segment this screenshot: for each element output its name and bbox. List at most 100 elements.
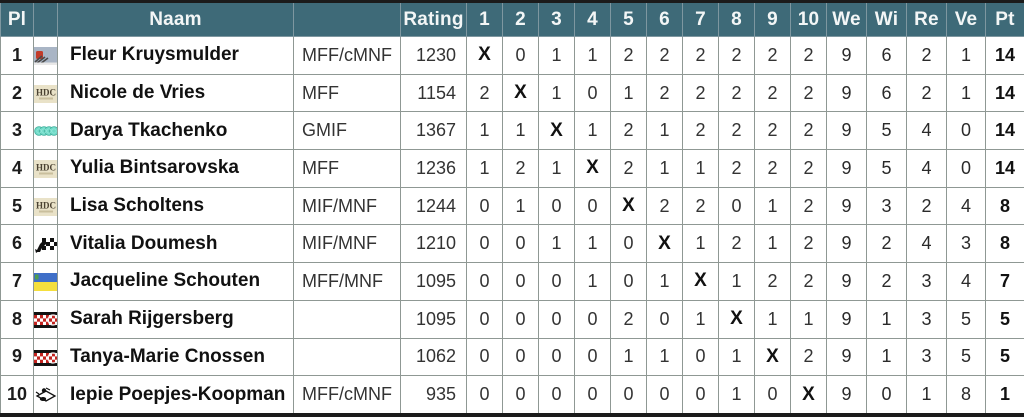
- round-4-result-cell: 0: [575, 376, 611, 415]
- wins-cell: 3: [867, 187, 907, 225]
- round-3-result-cell: 0: [539, 187, 575, 225]
- round-3-result-cell: 0: [539, 263, 575, 301]
- points-cell: 14: [986, 37, 1024, 75]
- round-7-result-cell: 2: [683, 187, 719, 225]
- round-9-result-cell: 0: [755, 376, 791, 415]
- round-6-result-cell: 1: [647, 338, 683, 376]
- draws-cell: 4: [907, 112, 947, 150]
- draws-cell: 2: [907, 37, 947, 75]
- round-6-result-cell: 1: [647, 263, 683, 301]
- round-9-result-cell: 1: [755, 225, 791, 263]
- round-7-result-cell: 1: [683, 225, 719, 263]
- games-played-cell: 9: [827, 376, 867, 415]
- knight-checker-club-logo-icon: [34, 236, 58, 254]
- player-title: MIF/MNF: [294, 187, 401, 225]
- header-wins: Wi: [867, 2, 907, 37]
- club-icon-cell: [34, 263, 58, 301]
- player-title: [294, 338, 401, 376]
- round-5-result-cell: X: [611, 187, 647, 225]
- round-6-result-cell: 0: [647, 300, 683, 338]
- round-9-result-cell: 2: [755, 263, 791, 301]
- losses-cell: 0: [947, 150, 986, 188]
- club-icon-cell: HDC: [34, 74, 58, 112]
- rating-cell: 1210: [401, 225, 467, 263]
- round-10-result-cell: 2: [791, 187, 827, 225]
- round-4-result-cell: 1: [575, 112, 611, 150]
- place-cell: 10: [1, 376, 34, 415]
- round-9-result-cell: 2: [755, 150, 791, 188]
- place-cell: 9: [1, 338, 34, 376]
- club-icon-cell: HDC: [34, 150, 58, 188]
- round-2-result-cell: 0: [503, 376, 539, 415]
- svg-text:HDC: HDC: [36, 163, 56, 173]
- games-played-cell: 9: [827, 74, 867, 112]
- table-header: Pl Naam Rating 1 2 3 4 5 6 7 8 9 10 We W…: [1, 2, 1024, 37]
- rating-cell: 1062: [401, 338, 467, 376]
- points-cell: 14: [986, 74, 1024, 112]
- games-played-cell: 9: [827, 225, 867, 263]
- round-1-result-cell: 1: [467, 150, 503, 188]
- round-2-result-cell: 0: [503, 225, 539, 263]
- svg-text:HDC: HDC: [36, 200, 56, 210]
- round-5-result-cell: 2: [611, 112, 647, 150]
- losses-cell: 1: [947, 74, 986, 112]
- round-3-result-cell: 1: [539, 225, 575, 263]
- round-3-result-cell: 1: [539, 74, 575, 112]
- round-10-result-cell: 2: [791, 112, 827, 150]
- round-1-result-cell: 2: [467, 74, 503, 112]
- round-8-result-cell: 2: [719, 150, 755, 188]
- round-1-result-cell: 0: [467, 300, 503, 338]
- round-5-result-cell: 0: [611, 376, 647, 415]
- round-8-result-cell: 0: [719, 187, 755, 225]
- round-5-result-cell: 1: [611, 74, 647, 112]
- round-1-result-cell: 0: [467, 338, 503, 376]
- header-round-9: 9: [755, 2, 791, 37]
- round-4-result-cell: 1: [575, 37, 611, 75]
- round-9-result-cell: 1: [755, 300, 791, 338]
- player-name: Darya Tkachenko: [58, 112, 294, 150]
- place-cell: 4: [1, 150, 34, 188]
- games-played-cell: 9: [827, 112, 867, 150]
- round-1-result-cell: 0: [467, 225, 503, 263]
- player-name: Vitalia Doumesh: [58, 225, 294, 263]
- round-5-result-cell: 2: [611, 37, 647, 75]
- header-round-5: 5: [611, 2, 647, 37]
- round-8-result-cell: 2: [719, 74, 755, 112]
- round-10-result-cell: 1: [791, 300, 827, 338]
- round-5-result-cell: 2: [611, 300, 647, 338]
- header-games-played: We: [827, 2, 867, 37]
- club-icon-cell: [34, 225, 58, 263]
- round-10-result-cell: X: [791, 376, 827, 415]
- points-cell: 8: [986, 225, 1024, 263]
- player-name: Yulia Bintsarovska: [58, 150, 294, 188]
- header-round-1: 1: [467, 2, 503, 37]
- rating-cell: 1095: [401, 300, 467, 338]
- hdc-club-logo-icon: HDC: [34, 160, 58, 178]
- draws-cell: 4: [907, 225, 947, 263]
- round-4-result-cell: 0: [575, 74, 611, 112]
- round-7-result-cell: X: [683, 263, 719, 301]
- round-9-result-cell: X: [755, 338, 791, 376]
- player-title: MFF: [294, 74, 401, 112]
- round-4-result-cell: 0: [575, 300, 611, 338]
- losses-cell: 8: [947, 376, 986, 415]
- round-3-result-cell: 0: [539, 300, 575, 338]
- points-cell: 1: [986, 376, 1024, 415]
- round-5-result-cell: 0: [611, 225, 647, 263]
- round-4-result-cell: 0: [575, 338, 611, 376]
- header-round-8: 8: [719, 2, 755, 37]
- round-8-result-cell: 2: [719, 225, 755, 263]
- club-icon-cell: [34, 37, 58, 75]
- club-icon-cell: HDC: [34, 187, 58, 225]
- place-cell: 5: [1, 187, 34, 225]
- player-title: MFF: [294, 150, 401, 188]
- losses-cell: 0: [947, 112, 986, 150]
- round-7-result-cell: 0: [683, 338, 719, 376]
